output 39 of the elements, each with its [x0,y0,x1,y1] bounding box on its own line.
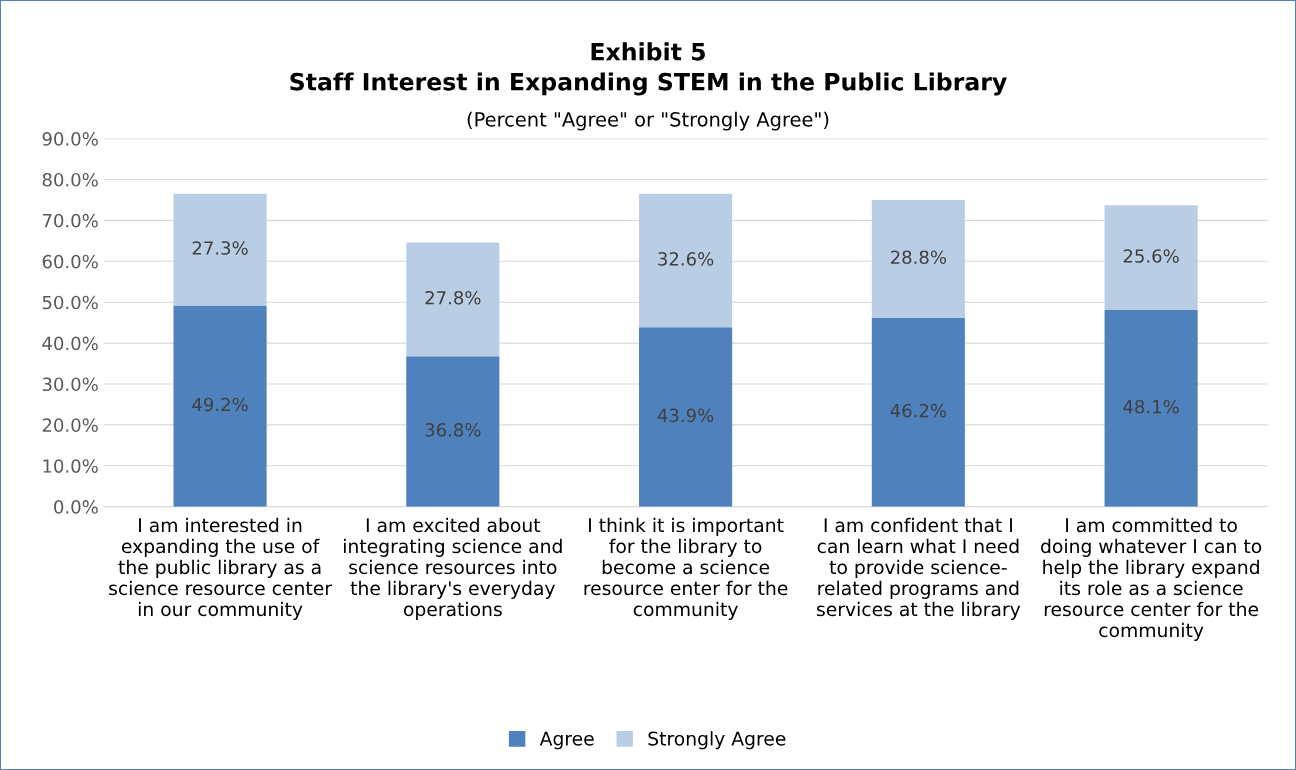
data-label: 25.6% [1123,249,1179,263]
data-label: 28.8% [890,250,947,265]
y-tick-label: 40.0% [42,336,98,351]
bar [639,193,733,328]
y-tick-label: 20.0% [42,418,98,432]
data-label: 46.2% [890,403,947,418]
x-tick-label: I am interested in expanding the use of the public library as a science resource center in our community [109,517,332,620]
y-tick-label: 10.0% [43,459,98,473]
bar [871,199,965,318]
data-label: 49.2% [192,397,248,412]
y-tick-label: 30.0% [42,377,98,392]
chart-subtitle: (Percent "Agree" or "Strongly Agree") [467,111,829,131]
bar [1104,205,1198,310]
legend-label: Agree [539,731,594,750]
bar [1104,309,1198,507]
y-tick-label: 80.0% [42,172,98,187]
x-tick-label: I am excited about integrating science and science resources into the library's everyday operations [344,517,562,620]
data-label: 27.8% [425,290,481,305]
y-tick-label: 90.0% [42,132,98,146]
data-label: 36.8% [425,422,481,437]
legend-label: Strongly Agree [648,731,786,750]
bar [173,193,267,306]
bar [406,242,500,357]
x-tick-label: I think it is important for the library to become a science resource enter for the community [584,517,788,620]
bar [871,317,965,507]
bar [173,305,267,507]
x-tick-label: I am committed to doing whatever I can to help the library expand its role as a science resource center for the community [1041,517,1262,641]
bar [406,356,500,507]
bar [639,327,733,507]
y-tick-label: 70.0% [42,213,98,228]
x-tick-label: I am confident that I can learn what I need to provide science- related programs and services at the library [816,517,1021,620]
y-tick-label: 0.0% [54,500,98,514]
chart-title: Exhibit 5 Staff Interest in Expanding STEM in the Public Library [290,42,1007,96]
data-label: 48.1% [1123,399,1179,414]
y-tick-label: 50.0% [42,295,98,310]
data-label: 32.6% [658,252,714,266]
y-tick-label: 60.0% [42,254,98,269]
data-label: 43.9% [657,408,714,423]
data-label: 27.3% [192,241,248,255]
